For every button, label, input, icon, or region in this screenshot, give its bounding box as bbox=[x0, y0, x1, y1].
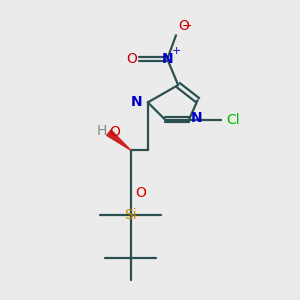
Text: O: O bbox=[178, 19, 189, 33]
Text: O: O bbox=[126, 52, 137, 66]
Text: N: N bbox=[131, 95, 142, 110]
Text: O: O bbox=[109, 124, 120, 139]
Text: Si: Si bbox=[124, 208, 137, 222]
Text: N: N bbox=[161, 52, 173, 66]
Text: O: O bbox=[135, 186, 146, 200]
Text: H: H bbox=[96, 124, 107, 137]
Text: Cl: Cl bbox=[226, 113, 239, 127]
Text: −: − bbox=[182, 20, 192, 33]
Text: +: + bbox=[171, 46, 181, 56]
Text: N: N bbox=[191, 110, 203, 124]
Polygon shape bbox=[107, 130, 130, 150]
